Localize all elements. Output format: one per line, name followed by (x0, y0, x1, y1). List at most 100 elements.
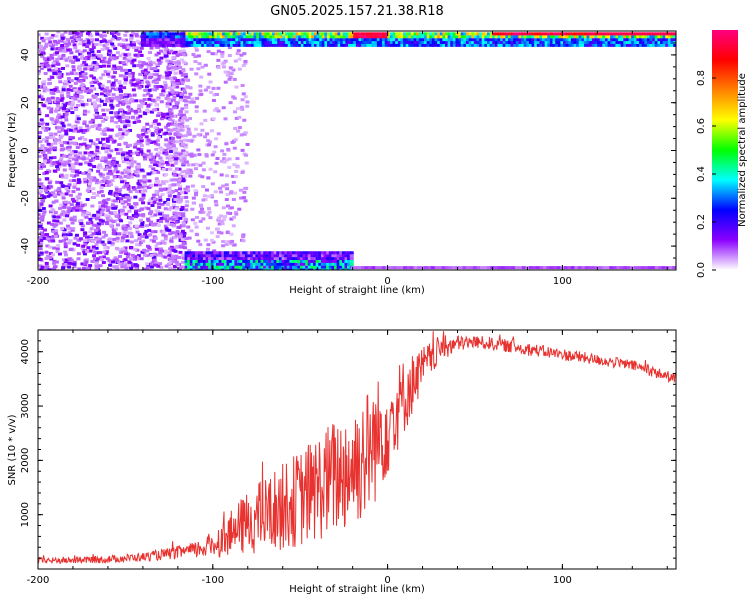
heatmap-cell (87, 54, 92, 58)
heatmap-cell (484, 35, 489, 39)
heatmap-cell (54, 260, 59, 264)
heatmap-cell (594, 32, 599, 36)
heatmap-cell (384, 40, 389, 44)
heatmap-cell (69, 218, 74, 222)
heatmap-cell (667, 43, 672, 47)
heatmap-cell (240, 43, 245, 47)
heatmap-cell (113, 78, 118, 82)
heatmap-cell (90, 85, 95, 89)
heatmap-cell (182, 32, 187, 36)
heatmap-cell (594, 43, 599, 47)
heatmap-cell (144, 72, 149, 76)
heatmap-cell (201, 217, 206, 221)
heatmap-cell (232, 146, 237, 150)
heatmap-cell (452, 35, 457, 39)
heatmap-cell (108, 216, 113, 220)
heatmap-cell (77, 219, 82, 223)
heatmap-cell (142, 180, 147, 184)
heatmap-cell (92, 165, 97, 169)
heatmap-cell (223, 268, 228, 270)
heatmap-cell (229, 265, 234, 269)
heatmap-cell (229, 232, 234, 236)
heatmap-cell (416, 35, 421, 39)
heatmap-cell (210, 238, 215, 242)
heatmap-cell (544, 32, 549, 36)
heatmap-cell (521, 38, 526, 42)
heatmap-cell (361, 266, 366, 270)
heatmap-cell (108, 51, 113, 55)
heatmap-cell (83, 171, 88, 175)
heatmap-cell (183, 134, 188, 138)
heatmap-cell (439, 38, 444, 42)
heatmap-cell (310, 254, 315, 258)
heatmap-cell (143, 38, 148, 42)
heatmap-cell (129, 266, 134, 270)
heatmap-cell (73, 127, 78, 131)
heatmap-cell (255, 257, 260, 261)
heatmap-cell (631, 43, 636, 47)
heatmap-cell (202, 251, 207, 255)
heatmap-cell (59, 181, 64, 185)
heatmap-cell (118, 175, 123, 179)
heatmap-cell (447, 32, 452, 36)
heatmap-cell (175, 79, 180, 83)
heatmap-cell (123, 97, 128, 101)
heatmap-cell (252, 265, 257, 269)
heatmap-cell (80, 54, 85, 58)
heatmap-cell (38, 213, 41, 217)
heatmap-cell (90, 118, 95, 122)
heatmap-cell (307, 257, 312, 261)
heatmap-cell (38, 251, 41, 255)
heatmap-cell (631, 32, 636, 36)
heatmap-cell (110, 85, 115, 89)
heatmap-cell (78, 67, 83, 71)
heatmap-cell (52, 71, 57, 75)
heatmap-cell (188, 32, 193, 36)
heatmap-cell (223, 80, 228, 84)
heatmap-cell (190, 207, 195, 211)
heatmap-cell (573, 40, 578, 44)
heatmap-cell (166, 59, 171, 63)
heatmap-cell (213, 251, 218, 255)
heatmap-cell (633, 38, 638, 42)
heatmap-cell (68, 155, 73, 159)
heatmap-cell (400, 43, 405, 47)
heatmap-cell (222, 35, 227, 39)
heatmap-cell (513, 43, 518, 47)
heatmap-cell (418, 40, 423, 44)
heatmap-cell (334, 265, 339, 269)
heatmap-cell (232, 32, 237, 36)
heatmap-cell (172, 264, 177, 268)
heatmap-cell (98, 85, 103, 89)
heatmap-cell (324, 35, 329, 39)
heatmap-cell (142, 126, 147, 130)
heatmap-cell (647, 266, 652, 270)
heatmap-cell (86, 175, 91, 179)
heatmap-cell (203, 238, 208, 242)
heatmap-cell (105, 222, 110, 226)
heatmap-cell (57, 76, 62, 80)
heatmap-cell (400, 38, 405, 42)
heatmap-cell (100, 132, 105, 136)
heatmap-cell (497, 38, 502, 42)
heatmap-cell (156, 35, 161, 39)
heatmap-cell (620, 32, 625, 36)
heatmap-cell (123, 33, 128, 37)
heatmap-cell (75, 206, 80, 210)
heatmap-cell (358, 38, 363, 42)
heatmap-cell (62, 57, 67, 61)
heatmap-cell (618, 32, 623, 36)
heatmap-cell (61, 210, 66, 214)
heatmap-cell (64, 108, 69, 112)
heatmap-cell (63, 84, 68, 88)
heatmap-cell (189, 154, 194, 158)
heatmap-cell (45, 122, 50, 126)
heatmap-cell (85, 188, 90, 192)
heatmap-cell (502, 43, 507, 47)
heatmap-cell (468, 32, 473, 36)
heatmap-cell (342, 35, 347, 39)
heatmap-cell (231, 262, 236, 266)
heatmap-cell (62, 218, 67, 222)
heatmap-cell (112, 175, 117, 179)
heatmap-cell (55, 57, 60, 61)
